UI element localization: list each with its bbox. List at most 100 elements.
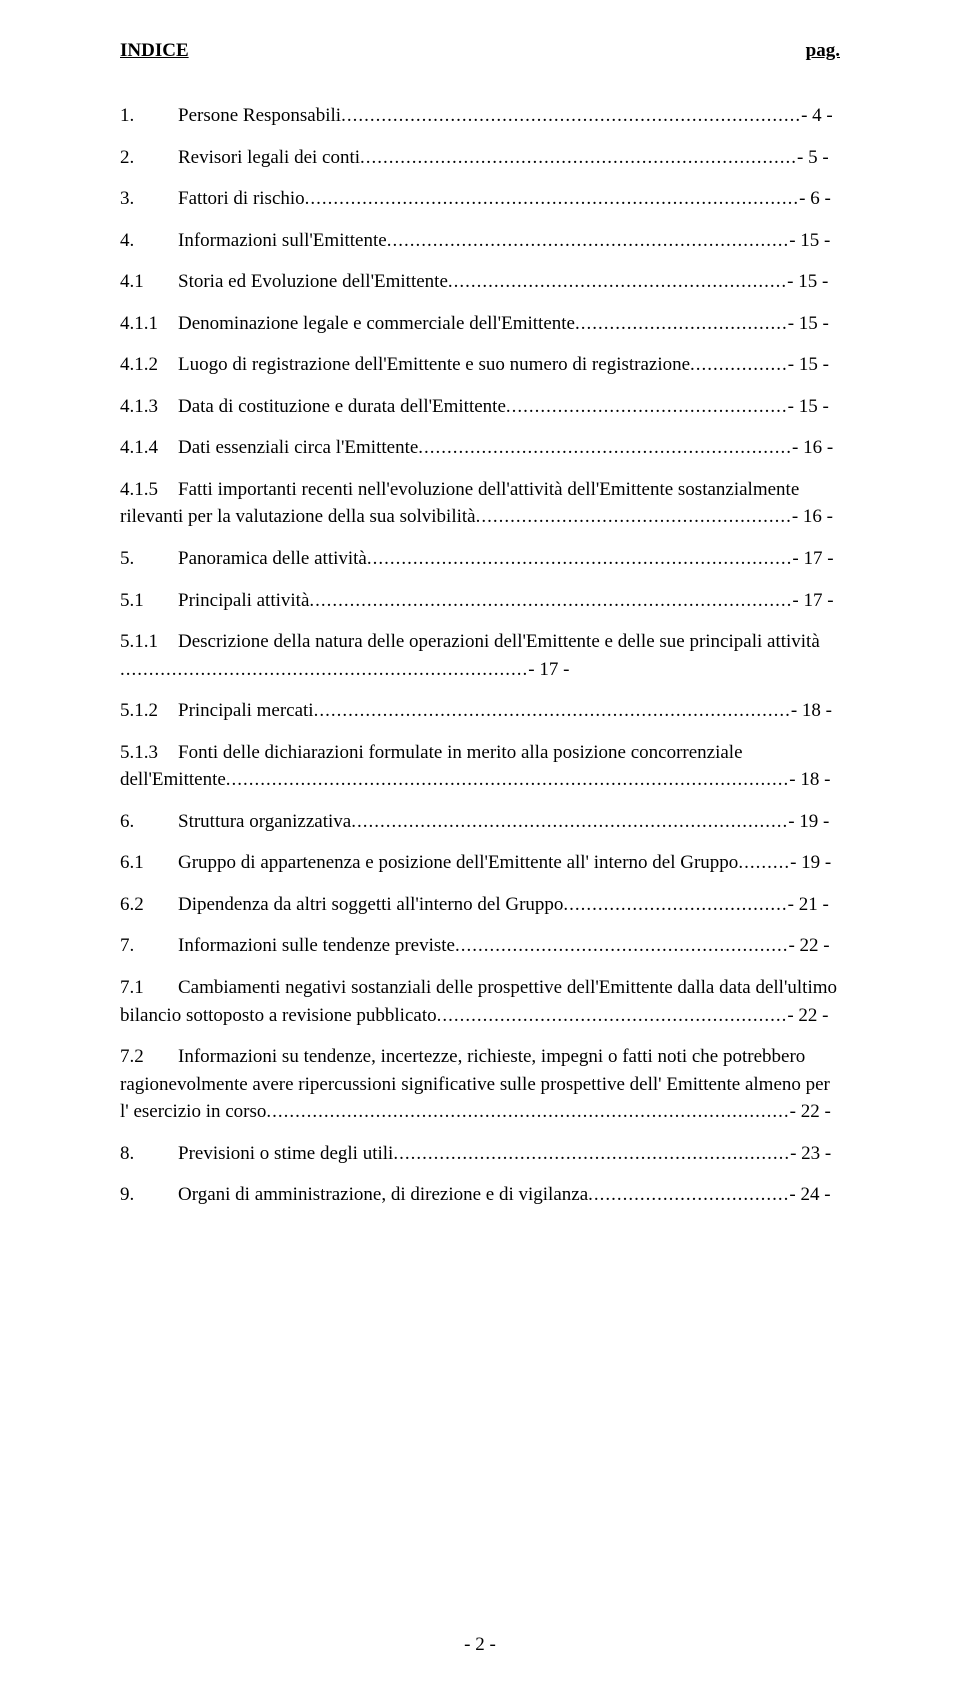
- dot-leader: .................: [690, 354, 788, 375]
- toc-entry-title: Informazioni su tendenze, incertezze, ri…: [178, 1046, 805, 1067]
- toc-entry-number: 3.: [120, 185, 178, 213]
- dot-leader: ...................................: [588, 1184, 789, 1205]
- index-title: INDICE: [120, 40, 189, 62]
- dot-leader: ........................................…: [448, 271, 787, 292]
- toc-entry-page: - 15 -: [787, 271, 828, 292]
- toc-entry: 3.Fattori di rischio....................…: [120, 185, 840, 213]
- toc-entry-title: Principali attività: [178, 590, 309, 611]
- toc-entry-number: 5.1.2: [120, 697, 178, 725]
- dot-leader: ........................................…: [476, 506, 792, 527]
- toc-entry-number: 4.1.1: [120, 310, 178, 338]
- toc-entry-number: 4.1.3: [120, 393, 178, 421]
- dot-leader: ........................................…: [266, 1101, 789, 1122]
- toc-entry-title: rilevanti per la valutazione della sua s…: [120, 506, 476, 527]
- toc-entry-title: Persone Responsabili: [178, 105, 341, 126]
- toc-entry-title: Informazioni sull'Emittente: [178, 230, 387, 251]
- toc-entry: 1.Persone Responsabili..................…: [120, 102, 840, 130]
- toc-entry-page: - 4 -: [801, 105, 833, 126]
- toc-entry-title: Struttura organizzativa: [178, 811, 351, 832]
- dot-leader: ........................................…: [341, 105, 801, 126]
- toc-entry-title: Organi di amministrazione, di direzione …: [178, 1184, 588, 1205]
- toc-entry-page: - 15 -: [788, 313, 829, 334]
- toc-entry-page: - 6 -: [799, 188, 831, 209]
- toc-entry-page: - 18 -: [789, 769, 830, 790]
- toc-entry: 6.2Dipendenza da altri soggetti all'inte…: [120, 891, 840, 919]
- toc-entry-number: 7.: [120, 932, 178, 960]
- toc-entry-number: 5.1: [120, 587, 178, 615]
- toc-entry-title: Storia ed Evoluzione dell'Emittente: [178, 271, 448, 292]
- toc-entry-title: Fonti delle dichiarazioni formulate in m…: [178, 742, 743, 763]
- toc-entry-page: - 22 -: [788, 935, 829, 956]
- toc-entry-title: Fattori di rischio: [178, 188, 305, 209]
- dot-leader: ........................................…: [393, 1143, 790, 1164]
- toc-entry-title: Principali mercati: [178, 700, 314, 721]
- toc-entry-title: Panoramica delle attività: [178, 548, 367, 569]
- toc-entry-title: l' esercizio in corso: [120, 1101, 266, 1122]
- toc-entry-page: - 17 -: [792, 548, 833, 569]
- toc-entry: 9.Organi di amministrazione, di direzion…: [120, 1181, 840, 1209]
- toc-entry-title: Denominazione legale e commerciale dell'…: [178, 313, 575, 334]
- toc-entry-title: Dati essenziali circa l'Emittente: [178, 437, 418, 458]
- toc-entry-title: dell'Emittente: [120, 769, 226, 790]
- toc-entry-number: 4.1.5: [120, 476, 178, 504]
- toc-entry: 4.1.1Denominazione legale e commerciale …: [120, 310, 840, 338]
- toc-entry: 8.Previsioni o stime degli utili........…: [120, 1140, 840, 1168]
- toc-entry-page: - 15 -: [789, 230, 830, 251]
- toc-entry: 4.1Storia ed Evoluzione dell'Emittente..…: [120, 268, 840, 296]
- toc-entry-page: - 16 -: [792, 506, 833, 527]
- toc-entry-title: Fatti importanti recenti nell'evoluzione…: [178, 479, 799, 500]
- toc-entry-number: 8.: [120, 1140, 178, 1168]
- toc-entry-number: 7.1: [120, 974, 178, 1002]
- toc-entry: 5.1.3Fonti delle dichiarazioni formulate…: [120, 739, 840, 794]
- toc-entry: 6.1Gruppo di appartenenza e posizione de…: [120, 849, 840, 877]
- page-column-label: pag.: [806, 40, 840, 62]
- toc-entry-page: - 18 -: [791, 700, 832, 721]
- toc-entry-number: 5.1.3: [120, 739, 178, 767]
- toc-entry-title: Informazioni sulle tendenze previste: [178, 935, 455, 956]
- toc-entry-number: 1.: [120, 102, 178, 130]
- dot-leader: ........................................…: [305, 188, 800, 209]
- page-footer: - 2 -: [0, 1634, 960, 1656]
- toc-entry-page: - 19 -: [790, 852, 831, 873]
- toc-entry-number: 2.: [120, 144, 178, 172]
- toc-entry-page: - 16 -: [792, 437, 833, 458]
- dot-leader: ........................................…: [360, 147, 797, 168]
- toc-entry-page: - 22 -: [787, 1005, 828, 1026]
- toc-entry-title: Gruppo di appartenenza e posizione dell'…: [178, 852, 738, 873]
- dot-leader: ........................................…: [367, 548, 793, 569]
- toc-entry: 6.Struttura organizzativa...............…: [120, 808, 840, 836]
- dot-leader: ........................................…: [120, 659, 528, 680]
- toc-entry-title: Previsioni o stime degli utili: [178, 1143, 393, 1164]
- toc-entry-title: Cambiamenti negativi sostanziali delle p…: [178, 977, 837, 998]
- toc-entry-number: 6.: [120, 808, 178, 836]
- toc-entry-page: - 5 -: [797, 147, 829, 168]
- toc-entry-number: 5.1.1: [120, 628, 178, 656]
- toc-entry-page: - 22 -: [790, 1101, 831, 1122]
- dot-leader: ........................................…: [351, 811, 788, 832]
- toc-entry-number: 6.2: [120, 891, 178, 919]
- dot-leader: .......................................: [563, 894, 787, 915]
- toc-entry-title: ragionevolmente avere ripercussioni sign…: [120, 1074, 830, 1095]
- toc-entry-number: 4.1.4: [120, 434, 178, 462]
- toc-entry-number: 5.: [120, 545, 178, 573]
- dot-leader: .........: [738, 852, 790, 873]
- toc-entry: 4.Informazioni sull'Emittente...........…: [120, 227, 840, 255]
- toc-entry-page: - 19 -: [788, 811, 829, 832]
- toc-entry-title: Descrizione della natura delle operazion…: [178, 631, 820, 652]
- document-page: INDICE pag. 1.Persone Responsabili......…: [0, 0, 960, 1686]
- dot-leader: ........................................…: [506, 396, 788, 417]
- index-header: INDICE pag.: [120, 40, 840, 62]
- toc-entry: 7.1Cambiamenti negativi sostanziali dell…: [120, 974, 840, 1029]
- dot-leader: ........................................…: [418, 437, 792, 458]
- dot-leader: ........................................…: [437, 1005, 788, 1026]
- toc-entry-page: - 23 -: [790, 1143, 831, 1164]
- toc-entry-page: - 15 -: [788, 354, 829, 375]
- toc-entry: 7.2Informazioni su tendenze, incertezze,…: [120, 1043, 840, 1126]
- toc-entry-page: - 17 -: [792, 590, 833, 611]
- toc-entry-number: 7.2: [120, 1043, 178, 1071]
- toc-entry-title: Luogo di registrazione dell'Emittente e …: [178, 354, 690, 375]
- toc-entry-page: - 21 -: [788, 894, 829, 915]
- toc-entry-page: - 17 -: [528, 659, 569, 680]
- dot-leader: .....................................: [575, 313, 788, 334]
- toc-entry: 4.1.5Fatti importanti recenti nell'evolu…: [120, 476, 840, 531]
